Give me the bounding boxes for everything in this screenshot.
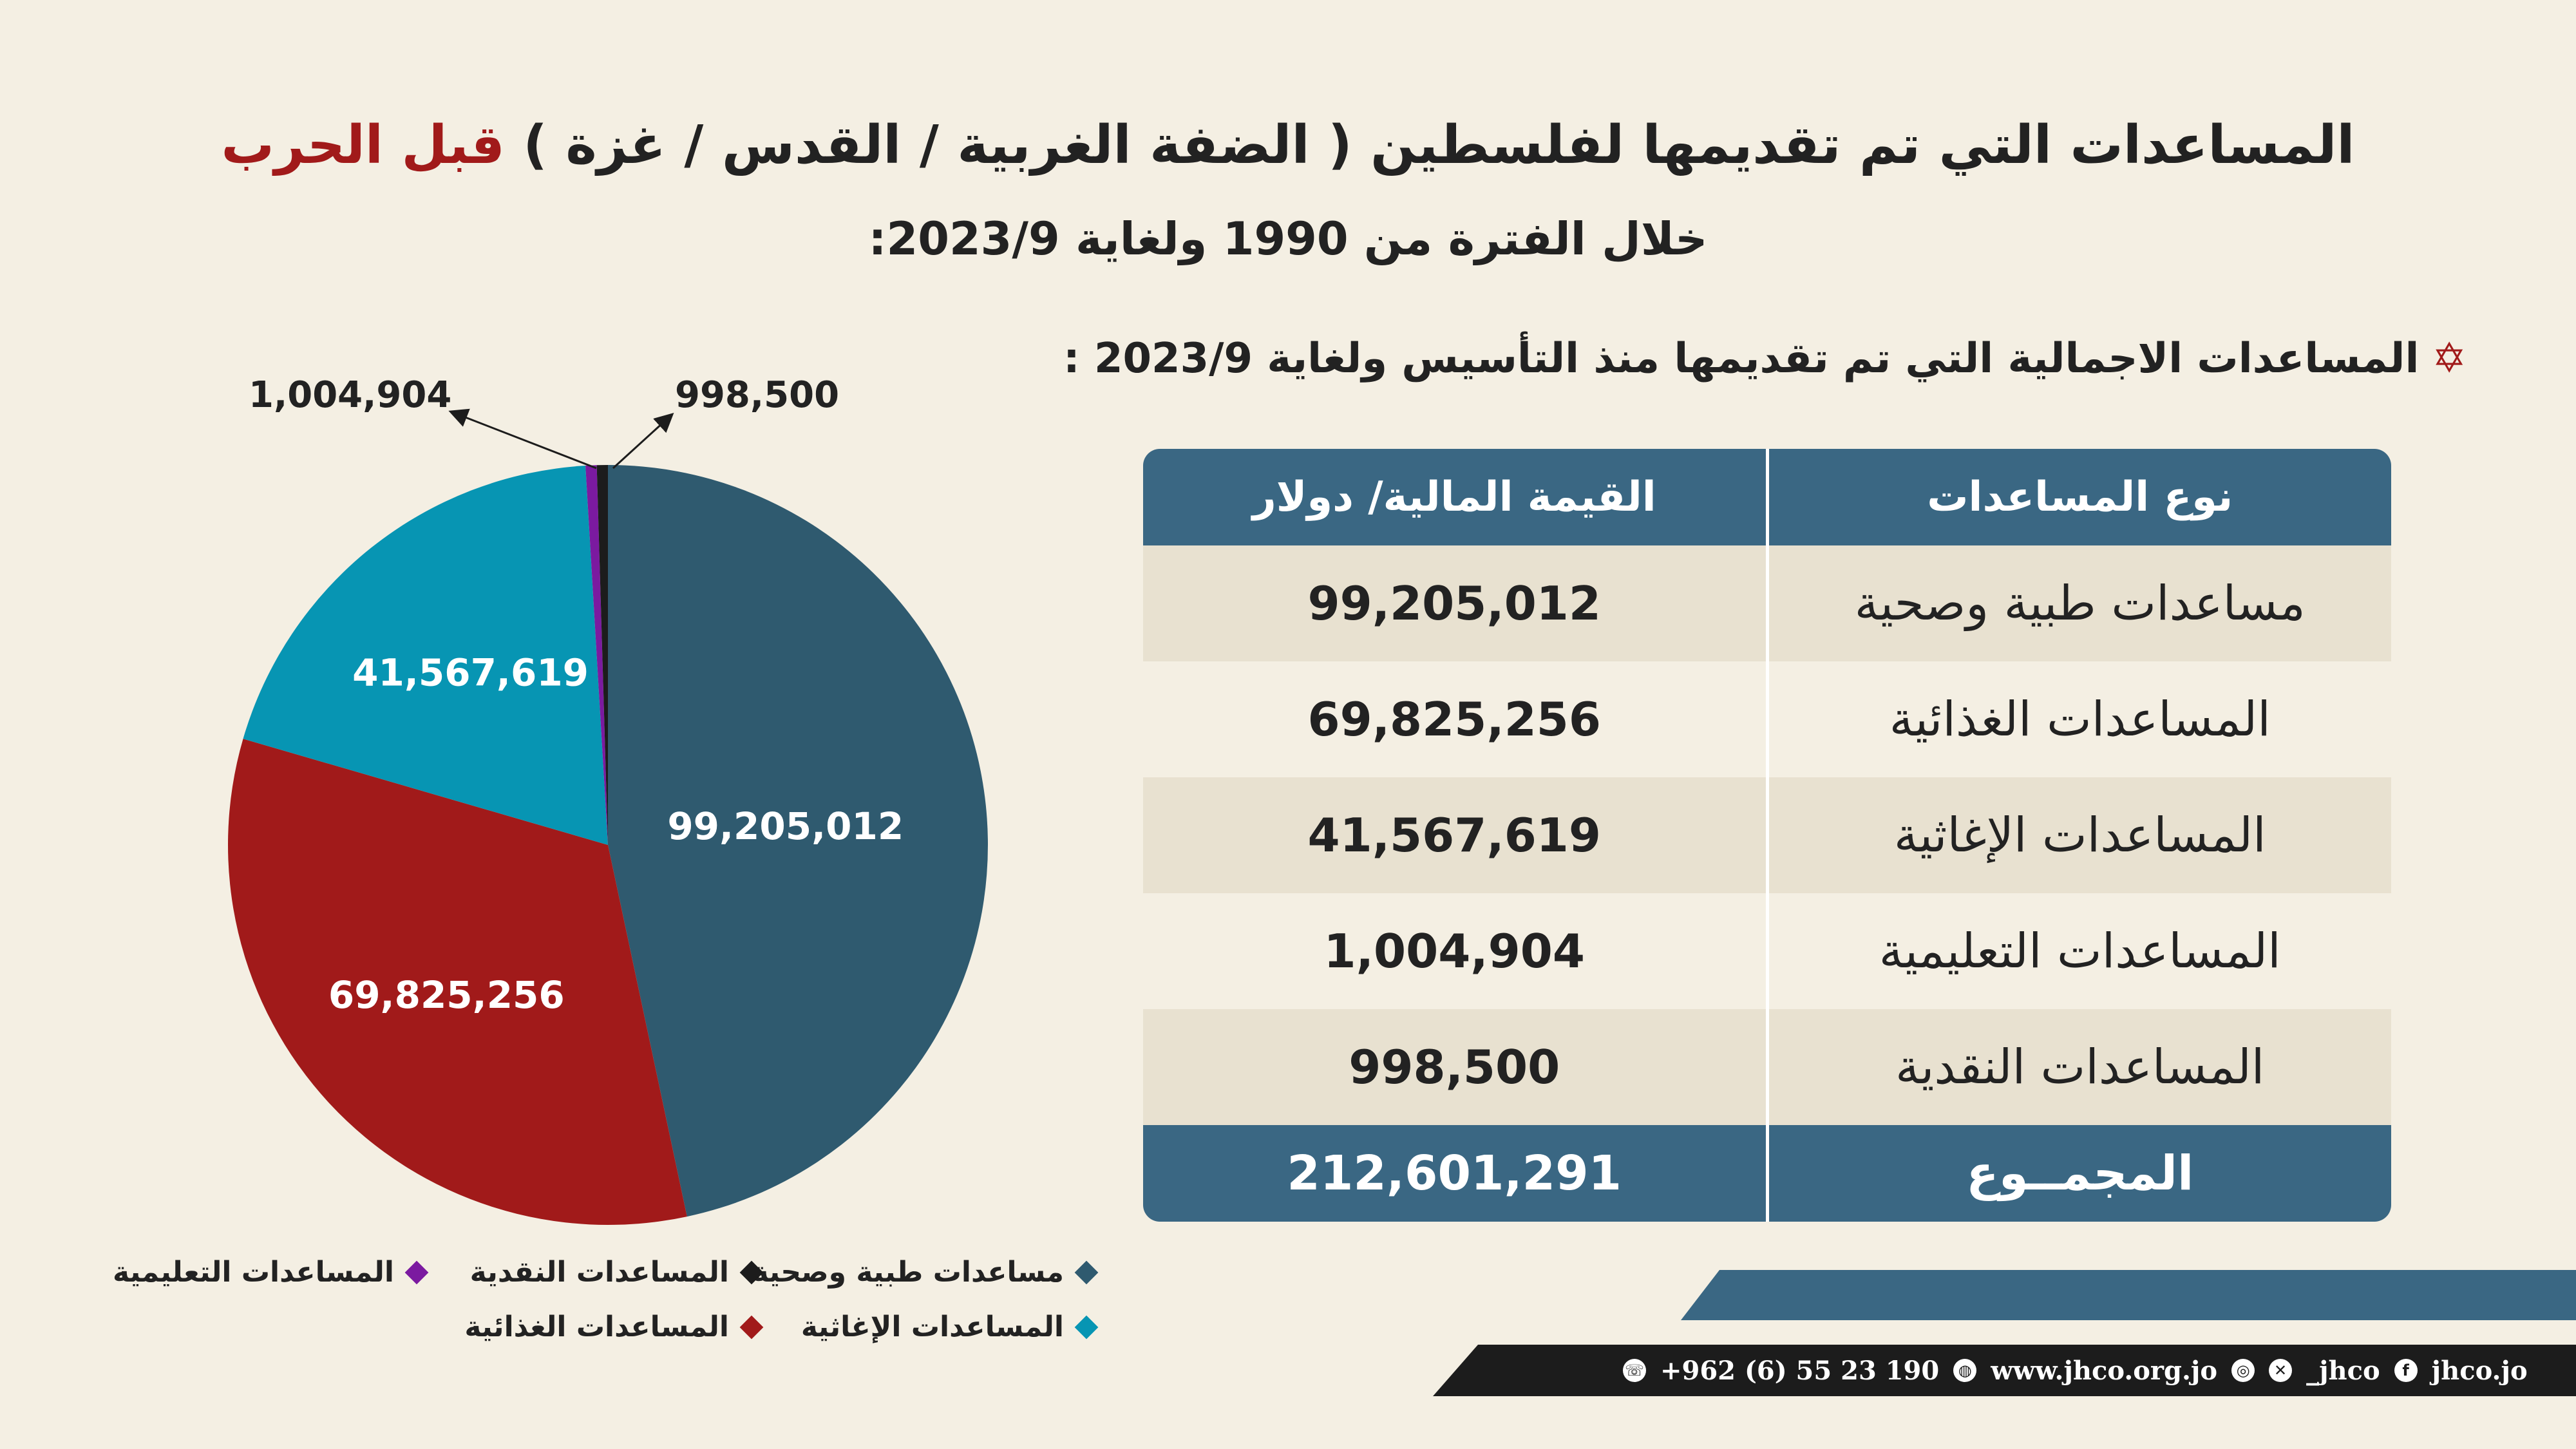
pie-callout-label: 1,004,904 [249,374,451,416]
star-icon: ✡ [2432,335,2467,383]
pie-slice [228,739,687,1225]
callout-line-education [448,408,597,469]
table-row: المساعدات النقدية 998,500 [1143,1009,2391,1125]
row-type: المساعدات التعليمية [1765,893,2392,1009]
legend-label: مساعدات طبية وصحية [752,1256,1064,1289]
legend-label: المساعدات التعليمية [113,1256,394,1289]
table-row: مساعدات طبية وصحية 99,205,012 [1143,545,2391,661]
footer-facebook: jhco.jo [2431,1355,2528,1386]
page-title: المساعدات التي تم تقديمها لفلسطين ( الضف… [0,115,2576,176]
legend-marker [1074,1260,1099,1284]
header-type: نوع المساعدات [1765,449,2392,545]
callout-line-cash [612,412,674,469]
pie-slice [585,465,608,845]
legend-label: المساعدات الإغاثية [800,1311,1064,1343]
legend-item: المساعدات الغذائية [464,1311,764,1343]
table-header: نوع المساعدات القيمة المالية/ دولار [1143,449,2391,545]
instagram-icon: ◎ [2231,1359,2255,1382]
x-icon: ✕ [2269,1359,2293,1382]
section-heading-text: المساعدات الاجمالية التي تم تقديمها منذ … [1063,335,2420,383]
row-type: المساعدات الغذائية [1765,661,2392,777]
footer-website: www.jhco.org.jo [1991,1355,2218,1386]
title-main: المساعدات التي تم تقديمها لفلسطين ( الضف… [523,115,2355,176]
row-type: المساعدات الإغاثية [1765,777,2392,893]
web-icon: ◍ [1953,1359,1977,1382]
legend-item: مساعدات طبية وصحية [752,1256,1099,1289]
pie-value-label: 69,825,256 [328,973,565,1017]
table-row: المساعدات الإغاثية 41,567,619 [1143,777,2391,893]
row-value: 69,825,256 [1307,692,1601,746]
footer-contacts: ☏ +962 (6) 55 23 190 ◍ www.jhco.org.jo ◎… [1623,1351,2528,1390]
phone-icon: ☏ [1623,1359,1646,1382]
legend-marker [1074,1315,1099,1339]
pie-slice [243,466,608,845]
section-heading: ✡المساعدات الاجمالية التي تم تقديمها منذ… [1063,335,2467,383]
page-subtitle: خلال الفترة من 1990 ولغاية 2023/9: [868,213,1708,265]
pie-slice [608,465,989,1217]
total-label: المجمــوع [1765,1125,2392,1222]
legend-marker [739,1315,764,1339]
decor-bar-blue [1681,1270,2576,1320]
facebook-icon: f [2394,1359,2418,1382]
footer-phone: +962 (6) 55 23 190 [1660,1355,1940,1386]
legend-label: المساعدات الغذائية [464,1311,729,1343]
table-row: المساعدات التعليمية 1,004,904 [1143,893,2391,1009]
pie-slice [596,465,608,845]
legend-item: المساعدات الإغاثية [800,1311,1099,1343]
total-value: 212,601,291 [1287,1146,1622,1201]
legend-marker [404,1260,429,1284]
legend-item: المساعدات التعليمية [113,1256,429,1289]
legend-label: المساعدات النقدية [469,1256,729,1289]
title-highlight: قبل الحرب [221,115,505,176]
row-value: 998,500 [1349,1040,1560,1094]
legend-marker [739,1260,764,1284]
header-value: القيمة المالية/ دولار [1252,473,1656,521]
row-type: المساعدات النقدية [1765,1009,2392,1125]
footer-social-handle: _jhco [2306,1355,2380,1386]
row-value: 1,004,904 [1323,924,1585,978]
legend-item: المساعدات النقدية [469,1256,764,1289]
pie-value-label: 99,205,012 [667,804,904,848]
pie-callout-label: 998,500 [675,374,839,416]
row-value: 41,567,619 [1307,808,1601,862]
aid-table: نوع المساعدات القيمة المالية/ دولار مساع… [1143,449,2391,1222]
row-type: مساعدات طبية وصحية [1765,545,2392,661]
row-value: 99,205,012 [1307,576,1601,630]
pie-value-label: 41,567,619 [352,651,589,695]
table-row: المساعدات الغذائية 69,825,256 [1143,661,2391,777]
table-total-row: المجمــوع 212,601,291 [1143,1125,2391,1222]
